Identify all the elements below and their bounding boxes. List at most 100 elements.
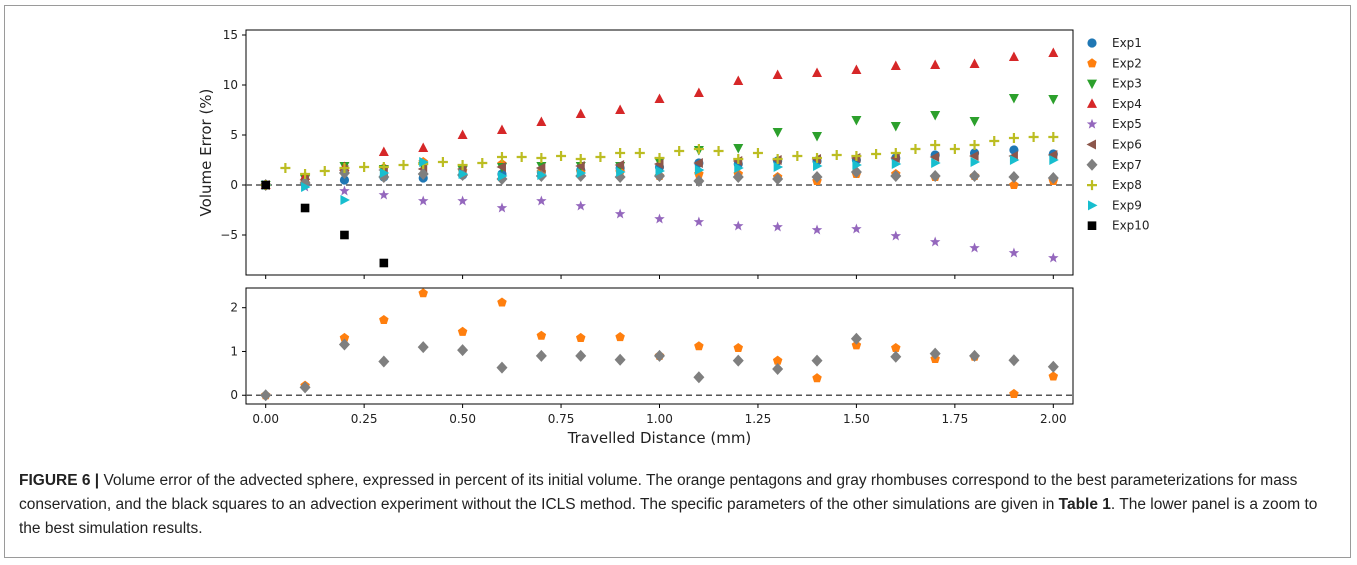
data-point-exp4 [969,58,980,68]
data-point-exp9 [1049,155,1059,165]
data-point-exp9 [852,160,862,170]
data-point-exp5 [1048,252,1059,263]
data-point-exp5 [733,220,744,231]
legend-marker-exp10 [1087,221,1097,230]
data-point-exp4 [1048,47,1059,57]
x-tick-label: 2.00 [1040,412,1067,426]
data-point-exp7 [890,350,902,363]
legend-label-exp10: Exp10 [1112,219,1150,233]
data-point-exp8 [359,162,370,172]
data-point-exp4 [851,64,862,74]
legend-label-exp3: Exp3 [1112,77,1142,91]
data-point-exp9 [1009,155,1020,165]
legend-label-exp1: Exp1 [1112,36,1142,50]
x-tick-label: 0.25 [351,412,378,426]
data-point-exp5 [851,223,862,234]
legend-label-exp8: Exp8 [1112,178,1142,192]
x-tick-label: 1.00 [646,412,673,426]
series-exp8 [260,132,1059,190]
series-exp5 [260,179,1059,263]
data-point-exp6 [969,151,979,161]
data-point-exp3 [1048,95,1059,105]
data-point-exp9 [301,182,311,192]
data-point-exp8 [989,136,1000,146]
data-point-exp7 [1047,172,1059,184]
data-point-exp2 [1009,388,1019,398]
data-point-exp7 [969,349,981,362]
y-tick-label: 2 [230,301,238,315]
y-tick-label: 10 [223,78,238,92]
data-point-exp7 [575,349,587,362]
data-point-exp7 [417,168,429,180]
data-point-exp7 [772,362,784,375]
data-point-exp8 [851,151,862,161]
data-point-exp8 [752,148,763,158]
data-point-exp8 [398,160,409,170]
data-point-exp4 [536,116,547,126]
data-point-exp2 [733,342,744,353]
legend-marker-exp7 [1086,158,1098,171]
data-point-exp7 [535,349,547,362]
data-point-exp7 [496,361,508,374]
caption-text: Volume error of the advected sphere, exp… [19,472,1298,513]
data-point-exp8 [496,152,507,162]
data-point-exp2 [575,332,586,342]
data-point-exp5 [1008,247,1020,258]
caption-text-end: . The lower panel is a zoom to the best … [19,496,1318,537]
data-point-exp7 [732,354,744,367]
x-axis-label: Travelled Distance (mm) [567,429,752,447]
data-point-exp5 [772,221,783,232]
legend: Exp1 Exp2 Exp3 Exp4 Exp5 Exp6 Exp7 Exp8 Exp9 Exp1… [1086,36,1150,233]
data-point-exp8 [595,152,606,162]
legend-label-exp7: Exp7 [1112,158,1142,172]
legend-marker-exp1 [1087,38,1097,48]
data-point-exp5 [693,216,705,227]
data-point-exp7 [417,341,429,354]
data-point-exp3 [969,117,980,127]
data-point-exp5 [417,195,429,206]
data-point-exp8 [949,144,960,154]
data-point-exp3 [1008,94,1019,104]
data-point-exp10 [300,203,310,213]
data-point-exp3 [733,144,744,154]
data-point-exp8 [674,146,685,156]
data-point-exp7 [260,389,272,402]
data-point-exp8 [1008,133,1019,143]
data-point-exp3 [812,132,823,142]
data-point-exp3 [890,122,901,132]
data-point-exp8 [516,152,527,162]
data-point-exp7 [969,170,981,182]
data-point-exp8 [536,153,547,163]
data-point-exp6 [929,152,940,162]
legend-marker-exp3 [1087,79,1097,90]
data-point-exp8 [693,144,704,154]
data-point-exp8 [339,163,350,173]
y-tick-label: 0 [230,178,238,192]
data-point-exp9 [655,166,665,176]
data-point-exp2 [891,342,901,353]
x-tick-label: 0.75 [548,412,575,426]
legend-marker-exp5 [1086,118,1098,129]
data-point-exp8 [477,158,488,168]
data-point-exp2 [694,341,704,351]
data-point-exp8 [437,157,448,167]
y-tick-label: 0 [230,388,238,402]
data-point-exp7 [1008,171,1020,183]
series-exp7 [260,332,1059,402]
data-point-exp6 [1047,150,1058,160]
series-exp2 [260,288,1059,400]
data-point-exp9 [379,168,390,178]
data-point-exp5 [969,242,980,253]
legend-label-exp9: Exp9 [1112,198,1142,212]
figure-frame: −5 0 5 10 15 Volume Error (%) 0 1 2 0.00 0.25 0.50… [4,5,1351,558]
data-point-exp8 [654,153,665,163]
legend-marker-exp6 [1086,139,1096,150]
data-point-exp4 [890,60,901,70]
data-point-exp2 [851,340,862,350]
data-point-exp3 [851,116,862,126]
data-point-exp8 [1048,132,1059,142]
data-point-exp6 [654,159,664,169]
data-point-exp9 [616,167,626,177]
data-point-exp5 [811,224,823,235]
x-tick-label: 0.50 [449,412,476,426]
